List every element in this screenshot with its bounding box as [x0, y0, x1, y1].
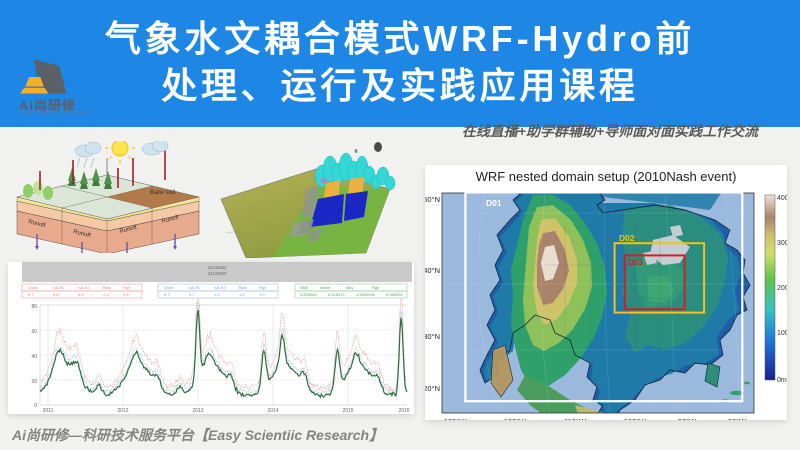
- svg-text:D01: D01: [486, 198, 502, 208]
- svg-text:0.7: 0.7: [189, 292, 195, 297]
- svg-text:Rgn: Rgn: [123, 285, 130, 290]
- svg-text:40: 40: [31, 354, 37, 360]
- svg-text:D02: D02: [619, 233, 635, 243]
- svg-text:110°W: 110°W: [564, 417, 587, 420]
- svg-text:2011: 2011: [43, 408, 54, 414]
- svg-text:0.8: 0.8: [123, 292, 129, 297]
- svg-text:D03: D03: [628, 258, 643, 267]
- svg-text:1.0: 1.0: [259, 292, 265, 297]
- svg-text:Qsim: Qsim: [164, 285, 174, 290]
- svg-text:2012: 2012: [117, 408, 128, 414]
- svg-text:NSE: NSE: [300, 285, 309, 290]
- svg-text:0: 0: [34, 403, 37, 409]
- svg-text:-0.1: -0.1: [103, 292, 111, 297]
- svg-text:1.0: 1.0: [239, 292, 245, 297]
- svg-text:0m: 0m: [777, 377, 787, 384]
- svg-text:60: 60: [31, 329, 37, 335]
- svg-text:1.0: 1.0: [214, 292, 220, 297]
- svg-text:Bare soil: Bare soil: [150, 189, 176, 196]
- svg-text:2016: 2016: [398, 408, 409, 414]
- svg-text:2015: 2015: [342, 408, 353, 414]
- svg-text:0.7: 0.7: [28, 292, 34, 297]
- svg-text:120°W: 120°W: [504, 417, 528, 420]
- svg-text:30°N: 30°N: [425, 332, 440, 341]
- svg-text:80: 80: [31, 304, 37, 310]
- svg-text:20°N: 20°N: [425, 384, 440, 393]
- svg-text:Qobs: Qobs: [28, 285, 38, 290]
- svg-text:50°N: 50°N: [425, 195, 440, 204]
- svg-text:3000: 3000: [777, 240, 787, 247]
- svg-text:1.5000000: 1.5000000: [356, 292, 376, 297]
- svg-text:2013: 2013: [192, 408, 203, 414]
- svg-text:cal-R2: cal-R2: [53, 285, 65, 290]
- svg-text:40°N: 40°N: [425, 266, 440, 275]
- svg-text:20: 20: [31, 379, 37, 385]
- svg-text:2014: 2014: [267, 408, 278, 414]
- svg-text:cal-R2: cal-R2: [189, 285, 201, 290]
- svg-text:100°W: 100°W: [624, 417, 648, 420]
- svg-text:Bias: Bias: [239, 285, 247, 290]
- svg-text:0.8: 0.8: [53, 292, 59, 297]
- svg-text:val-R2: val-R2: [78, 285, 90, 290]
- svg-text:stdv: stdv: [346, 285, 353, 290]
- svg-text:Bias: Bias: [103, 285, 111, 290]
- svg-text:Rgn: Rgn: [259, 285, 266, 290]
- svg-text:0.019472: 0.019472: [328, 292, 345, 297]
- svg-text:Rgn: Rgn: [372, 285, 379, 290]
- svg-text:0.980034: 0.980034: [386, 292, 403, 297]
- svg-text:val-R2: val-R2: [214, 285, 226, 290]
- svg-text:mean: mean: [320, 285, 330, 290]
- svg-text:90°W: 90°W: [678, 417, 697, 420]
- svg-text:130°W: 130°W: [444, 417, 468, 420]
- svg-text:0.8: 0.8: [78, 292, 84, 297]
- svg-text:0.893082: 0.893082: [300, 292, 317, 297]
- svg-text:0.7: 0.7: [164, 292, 170, 297]
- svg-text:4000: 4000: [777, 195, 787, 202]
- svg-text:80°W: 80°W: [728, 417, 747, 420]
- svg-text:2000: 2000: [777, 285, 787, 292]
